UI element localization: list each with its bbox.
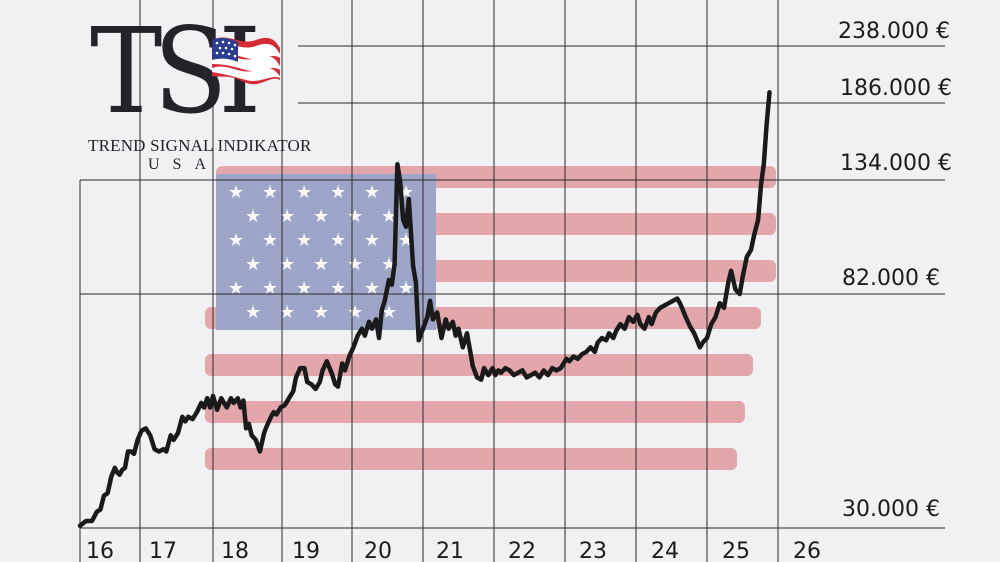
flag-star-icon: ★: [364, 182, 380, 203]
flag-star-icon: ★: [347, 254, 363, 275]
y-tick-label: 30.000 €: [842, 497, 940, 522]
flag-star-icon: ★: [364, 278, 380, 299]
x-tick-label: 21: [436, 539, 464, 562]
flag-star-icon: ★: [347, 206, 363, 227]
flag-star-icon: ★: [279, 302, 295, 323]
flag-star-icon: ★: [381, 206, 397, 227]
flag-stripe: [205, 448, 737, 470]
flag-stripe: [205, 354, 753, 376]
x-tick-label: 26: [793, 539, 821, 562]
flag-star-icon: ★: [262, 278, 278, 299]
flag-star-icon: ★: [313, 206, 329, 227]
flag-star-icon: ★: [228, 278, 244, 299]
chart-grid: [79, 0, 945, 562]
flag-star-icon: ★: [228, 182, 244, 203]
flag-star-icon: ★: [262, 230, 278, 251]
flag-star-icon: ★: [245, 302, 261, 323]
flag-star-icon: ★: [313, 302, 329, 323]
background-us-flag: ★ ★ ★ ★ ★ ★★ ★ ★ ★ ★★ ★ ★ ★ ★ ★★ ★ ★ ★ ★★ ★ ★ ★ ★ ★★ ★ ★ ★ ★: [205, 166, 776, 470]
flag-star-icon: ★: [330, 230, 346, 251]
x-tick-label: 17: [149, 539, 177, 562]
y-tick-label: 134.000 €: [840, 151, 952, 176]
y-tick-label: 82.000 €: [842, 266, 940, 291]
flag-star-icon: ★: [279, 254, 295, 275]
flag-star-icon: ★: [398, 278, 414, 299]
flag-star-icon: ★: [245, 254, 261, 275]
y-axis-labels: 238.000 € 186.000 € 134.000 € 82.000 € 3…: [838, 19, 952, 522]
logo-country: USA: [148, 156, 220, 173]
flag-star-icon: ★: [296, 278, 312, 299]
tsi-logo: TSI TREND SIGNAL INDIKATOR USA: [88, 12, 311, 178]
x-tick-label: 18: [221, 539, 249, 562]
x-tick-label: 19: [292, 539, 320, 562]
x-tick-label: 23: [579, 539, 607, 562]
flag-star-icon: ★: [262, 182, 278, 203]
x-tick-label: 25: [722, 539, 750, 562]
y-tick-label: 186.000 €: [840, 76, 952, 101]
flag-star-icon: ★: [330, 182, 346, 203]
logo-subtitle: TREND SIGNAL INDIKATOR: [88, 136, 312, 155]
x-axis-labels: 16 17 18 19 20 21 22 23 24 25 26: [86, 539, 821, 562]
flag-star-icon: ★: [296, 230, 312, 251]
flag-star-icon: ★: [364, 230, 380, 251]
flag-stripe: [205, 401, 745, 423]
x-tick-label: 22: [508, 539, 536, 562]
flag-star-icon: ★: [330, 278, 346, 299]
flag-star-icon: ★: [296, 182, 312, 203]
x-tick-label: 16: [86, 539, 114, 562]
x-tick-label: 24: [651, 539, 679, 562]
flag-star-icon: ★: [347, 302, 363, 323]
flag-canton: [216, 174, 436, 330]
waving-us-flag-icon: [212, 37, 280, 85]
flag-star-icon: ★: [228, 230, 244, 251]
x-tick-label: 20: [364, 539, 392, 562]
flag-star-icon: ★: [313, 254, 329, 275]
price-series-line: [77, 90, 772, 528]
y-tick-label: 238.000 €: [838, 19, 950, 44]
flag-star-icon: ★: [245, 206, 261, 227]
flag-star-icon: ★: [279, 206, 295, 227]
